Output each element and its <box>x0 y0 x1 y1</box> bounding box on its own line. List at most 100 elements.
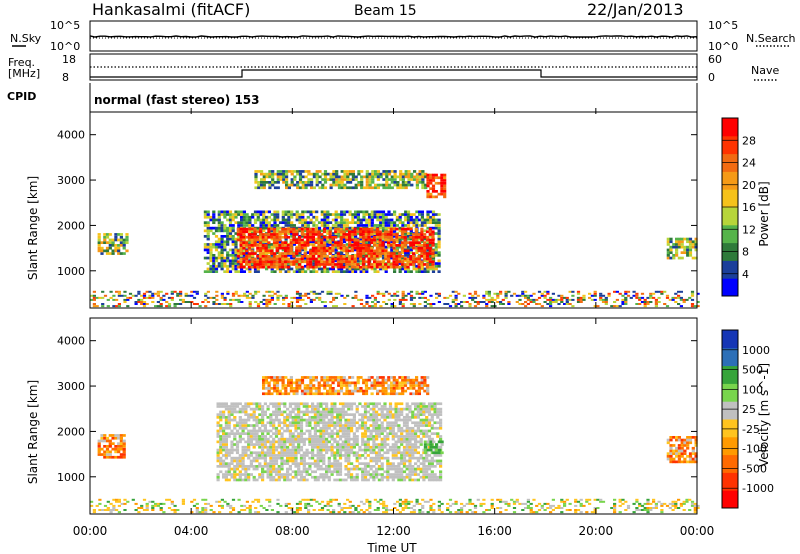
heatmap-cell <box>297 445 301 449</box>
heatmap-cell <box>115 305 119 308</box>
heatmap-cell <box>362 270 366 273</box>
heatmap-cell <box>203 229 207 233</box>
heatmap-cell <box>351 178 355 181</box>
heatmap-cell <box>400 230 404 234</box>
heatmap-cell <box>214 226 219 230</box>
heatmap-cell <box>122 447 126 451</box>
heatmap-cell <box>365 172 369 176</box>
heatmap-cell <box>371 172 375 176</box>
heatmap-cell <box>419 429 423 433</box>
heatmap-cell <box>688 248 693 252</box>
heatmap-cell <box>214 267 219 271</box>
heatmap-cell <box>316 418 320 422</box>
heatmap-cell <box>337 270 341 273</box>
heatmap-cell <box>275 263 279 266</box>
heatmap-cell <box>490 298 494 301</box>
nave-tick-bottom: 0 <box>708 71 715 84</box>
heatmap-cell <box>393 213 397 216</box>
heatmap-cell <box>283 437 287 441</box>
heatmap-cell <box>351 305 355 308</box>
heatmap-cell <box>431 265 435 269</box>
heatmap-cell <box>454 305 458 308</box>
heatmap-cell <box>322 413 326 416</box>
heatmap-cell <box>309 230 313 234</box>
heatmap-cell <box>347 421 351 425</box>
heatmap-cell <box>317 256 322 260</box>
heatmap-cell <box>419 456 423 460</box>
heatmap-cell <box>352 437 356 441</box>
heatmap-cell <box>238 402 242 406</box>
heatmap-cell <box>582 294 586 297</box>
heatmap-cell <box>261 416 265 419</box>
heatmap-cell <box>389 227 393 231</box>
heatmap-cell <box>92 294 96 297</box>
heatmap-cell <box>353 238 357 242</box>
heatmap-cell <box>331 254 335 258</box>
heatmap-cell <box>345 249 349 253</box>
heatmap-cell <box>369 448 373 452</box>
heatmap-cell <box>330 410 334 414</box>
heatmap-cell <box>401 305 405 308</box>
heatmap-cell <box>680 245 684 249</box>
heatmap-cell <box>315 218 319 222</box>
heatmap-cell <box>392 252 396 255</box>
heatmap-cell <box>249 454 253 457</box>
heatmap-cell <box>258 263 263 266</box>
heatmap-cell <box>241 445 245 449</box>
heatmap-cell <box>311 440 315 444</box>
heatmap-cell <box>400 467 404 471</box>
heatmap-cell <box>338 470 343 474</box>
heatmap-cell <box>422 413 426 416</box>
heatmap-cell <box>268 294 272 297</box>
heatmap-cell <box>108 238 112 242</box>
heatmap-cell <box>434 181 438 185</box>
heatmap-cell <box>361 448 365 452</box>
heatmap-cell <box>294 451 298 455</box>
heatmap-cell <box>419 440 423 444</box>
heatmap-cell <box>336 478 340 482</box>
heatmap-cell <box>330 454 334 457</box>
heatmap-cell <box>273 224 277 227</box>
heatmap-cell <box>228 235 233 238</box>
heatmap-cell <box>364 238 368 242</box>
heatmap-cell <box>281 257 285 261</box>
heatmap-cell <box>242 241 246 244</box>
heatmap-cell <box>304 256 308 260</box>
heatmap-cell <box>375 443 379 446</box>
heatmap-cell <box>239 227 243 231</box>
heatmap-cell <box>248 229 252 233</box>
heatmap-cell <box>446 296 450 299</box>
heatmap-cell <box>339 235 343 239</box>
heatmap-cell <box>297 257 302 261</box>
heatmap-cell <box>227 410 231 414</box>
heatmap-cell <box>416 451 420 455</box>
heatmap-cell <box>397 456 401 460</box>
heatmap-cell <box>373 296 377 299</box>
heatmap-cell <box>270 270 274 273</box>
heatmap-cell <box>540 292 544 295</box>
heatmap-cell <box>115 298 119 301</box>
heatmap-cell <box>105 235 110 239</box>
heatmap-cell <box>414 478 418 482</box>
heatmap-cell <box>237 251 241 254</box>
heatmap-cell <box>384 238 388 242</box>
heatmap-cell <box>333 478 337 482</box>
heatmap-cell <box>212 303 216 305</box>
heatmap-cell <box>286 459 290 463</box>
heatmap-cell <box>319 405 323 408</box>
heatmap-cell <box>360 178 364 181</box>
heatmap-cell <box>551 301 555 303</box>
heatmap-cell <box>380 440 384 444</box>
heatmap-cell <box>355 429 359 433</box>
heatmap-cell <box>97 447 101 451</box>
heatmap-cell <box>336 432 340 435</box>
heatmap-cell <box>404 245 408 249</box>
heatmap-cell <box>219 424 223 427</box>
heatmap-cell <box>295 265 299 269</box>
heatmap-cell <box>122 455 126 459</box>
heatmap-cell <box>176 303 180 305</box>
heatmap-cell <box>239 252 243 255</box>
heatmap-cell <box>336 244 340 247</box>
heatmap-cell <box>350 424 354 427</box>
heatmap-cell <box>431 218 436 222</box>
